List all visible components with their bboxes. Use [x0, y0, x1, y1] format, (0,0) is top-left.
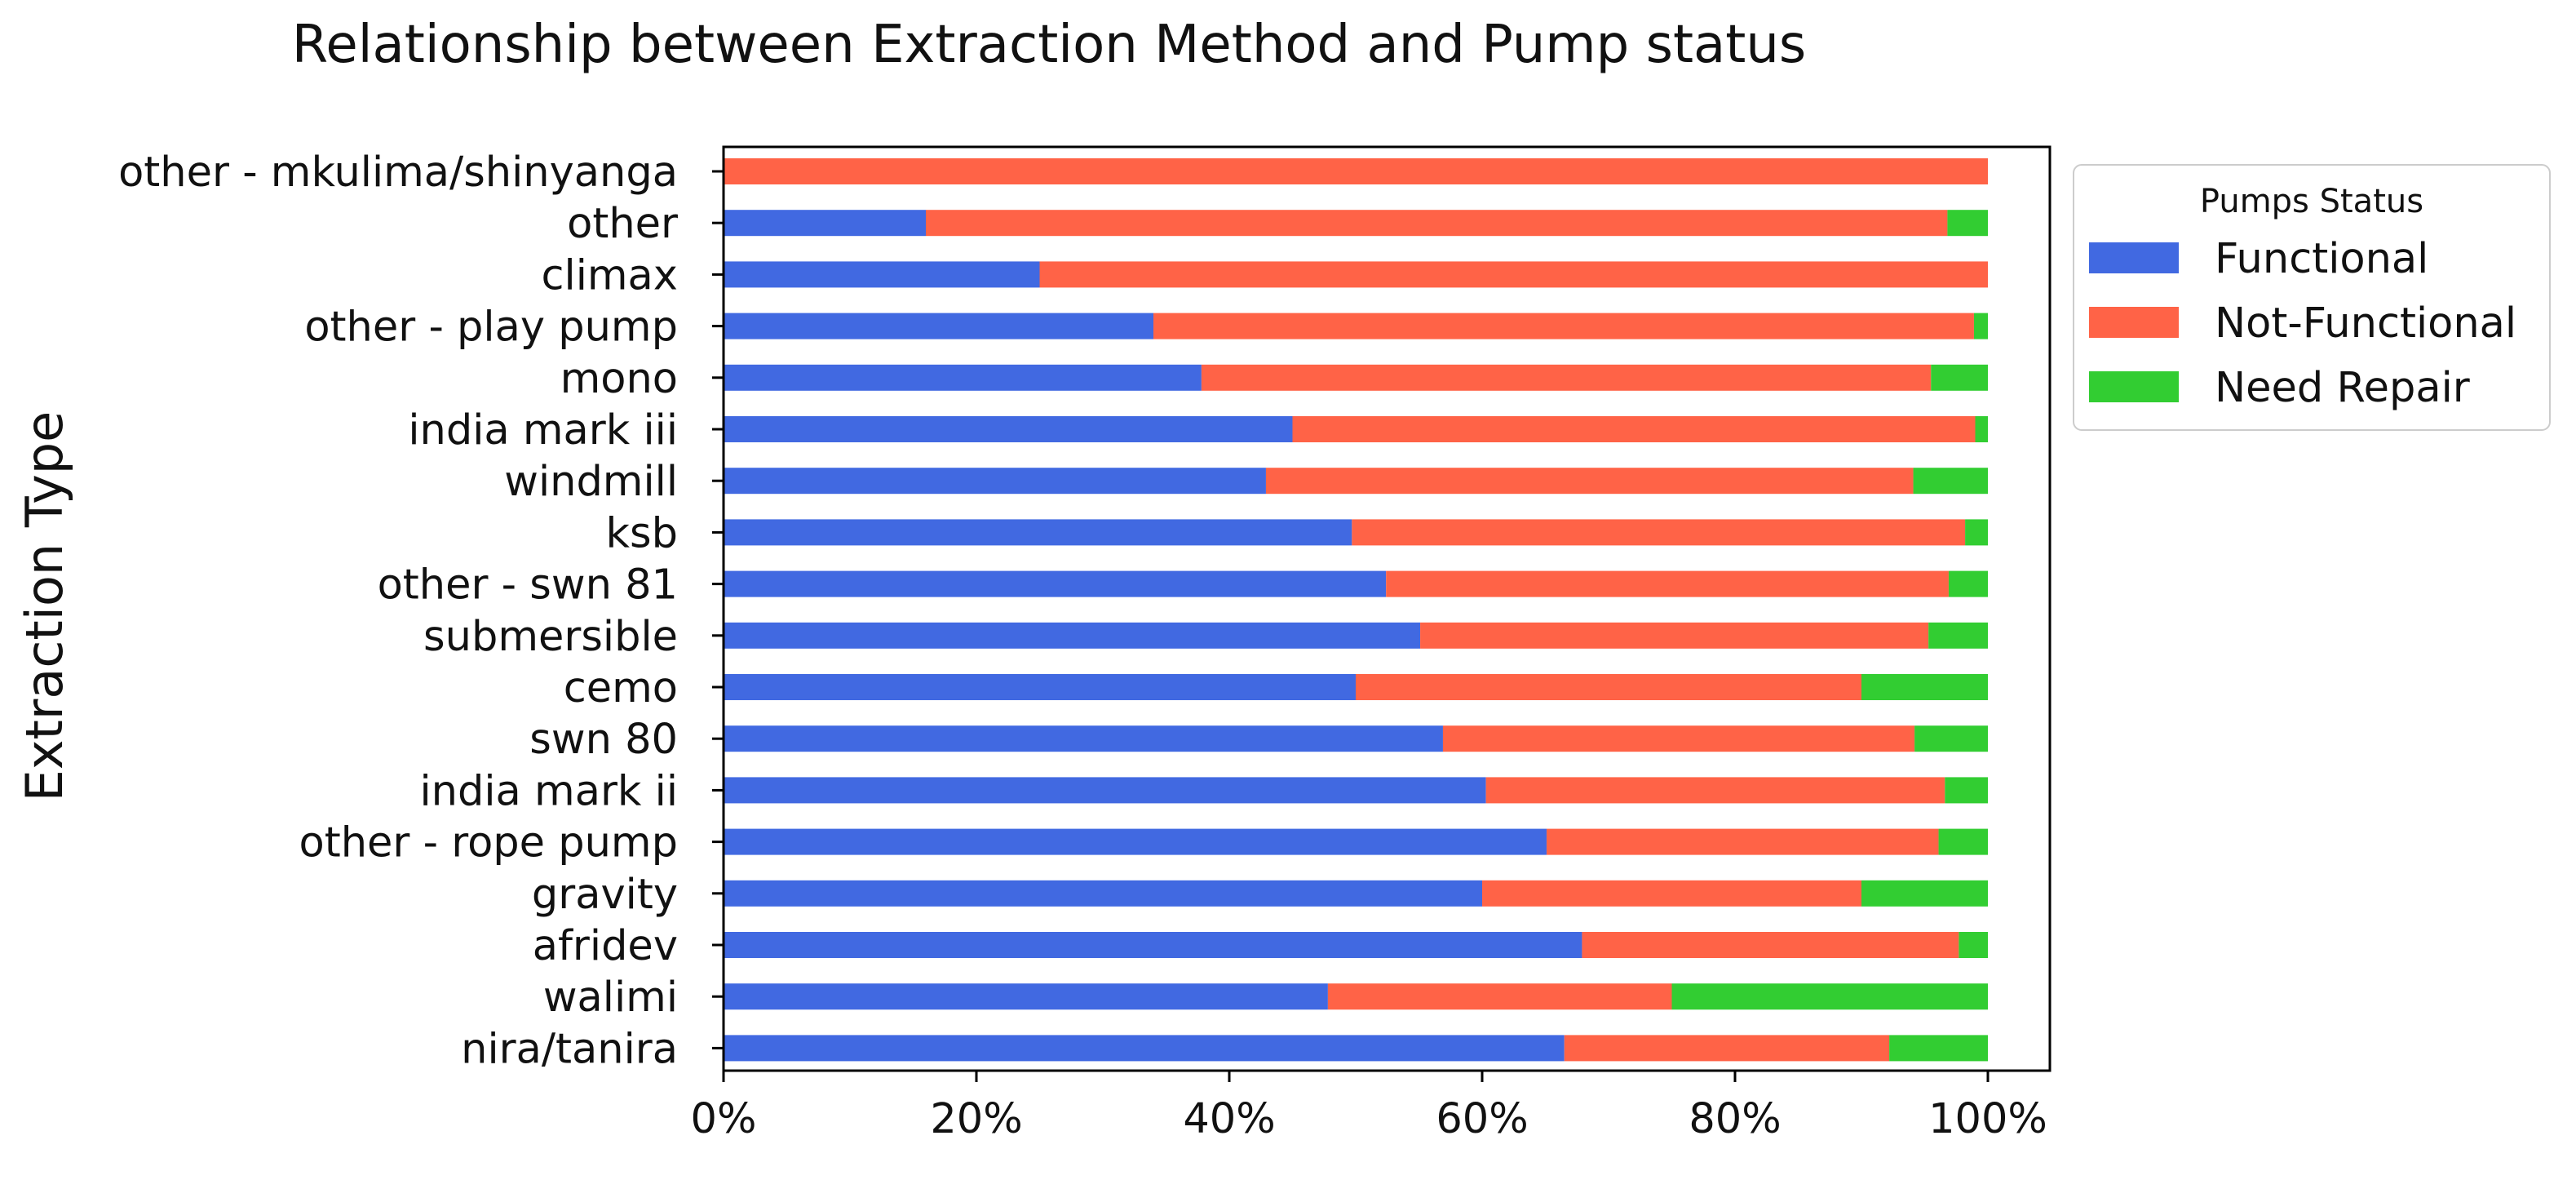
bar-functional [724, 313, 1153, 339]
bar-need-repair [1931, 364, 1988, 391]
bar-functional [724, 983, 1328, 1010]
category-label: afridev [533, 922, 678, 970]
legend-title: Pumps Status [2200, 183, 2423, 220]
bar-functional [724, 468, 1266, 495]
bar-not-functional [1201, 364, 1932, 391]
bar-need-repair [1861, 674, 1988, 700]
bar-need-repair [1889, 1035, 1988, 1062]
bar-functional [724, 828, 1547, 855]
category-label: mono [560, 355, 678, 403]
bar-need-repair [1973, 313, 1988, 339]
bar-need-repair [1959, 932, 1988, 958]
bar-not-functional [1482, 880, 1861, 907]
category-label: other - mkulima/shinyanga [118, 149, 678, 197]
legend: Pumps Status Functional Not-Functional Need… [2073, 164, 2551, 431]
x-tick-label: 60% [1436, 1095, 1528, 1143]
bar-functional [724, 622, 1421, 649]
category-label: climax [542, 251, 679, 299]
category-label: other - swn 81 [378, 561, 678, 610]
category-label: walimi [543, 974, 678, 1022]
bar-need-repair [1975, 416, 1988, 442]
bar-need-repair [1965, 519, 1988, 546]
legend-label: Need Repair [2215, 364, 2470, 412]
category-label: gravity [532, 871, 678, 919]
legend-swatch [2089, 242, 2179, 273]
bar-need-repair [1671, 983, 1988, 1010]
bar-need-repair [1938, 828, 1988, 855]
bar-functional [724, 725, 1443, 752]
category-label: submersible [423, 613, 678, 661]
category-label: other - play pump [304, 304, 678, 352]
bar-not-functional [1485, 777, 1945, 804]
x-tick-label: 80% [1689, 1095, 1781, 1143]
bar-not-functional [1327, 983, 1672, 1010]
category-label: other [567, 200, 678, 248]
legend-box [2073, 164, 2551, 431]
bar-not-functional [1442, 725, 1915, 752]
category-label: india mark iii [408, 406, 678, 455]
x-tick-label: 100% [1928, 1095, 2047, 1143]
bar-not-functional [1153, 313, 1974, 339]
legend-swatch [2089, 371, 2179, 402]
bar-functional [724, 1035, 1565, 1062]
bar-functional [724, 674, 1356, 700]
bar-functional [724, 570, 1387, 597]
bar-need-repair [1947, 210, 1988, 237]
bar-not-functional [1582, 932, 1959, 958]
x-tick-label: 20% [930, 1095, 1022, 1143]
legend-swatch [2089, 307, 2179, 338]
bar-not-functional [724, 158, 1988, 184]
bar-need-repair [1948, 570, 1988, 597]
category-label: swn 80 [529, 716, 678, 764]
y-axis-label: Extraction Type [15, 411, 74, 802]
chart-title: Relationship between Extraction Method a… [292, 15, 1807, 75]
bar-functional [724, 210, 926, 237]
bar-functional [724, 932, 1582, 958]
bar-not-functional [1564, 1035, 1890, 1062]
bar-functional [724, 880, 1482, 907]
x-tick-label: 0% [691, 1095, 757, 1143]
category-label: ksb [606, 509, 678, 557]
bar-functional [724, 519, 1352, 546]
legend-label: Not-Functional [2215, 299, 2516, 348]
bar-not-functional [1420, 622, 1929, 649]
bar-functional [724, 364, 1202, 391]
category-label: nira/tanira [461, 1025, 678, 1073]
plot-frame [722, 145, 2052, 1072]
bar-need-repair [1928, 622, 1988, 649]
category-label: other - rope pump [299, 819, 678, 867]
bar-not-functional [1265, 468, 1914, 495]
bar-need-repair [1861, 880, 1988, 907]
bar-need-repair [1913, 468, 1988, 495]
x-axis: 0% 20% 40% 60% 80% 100% [691, 1071, 2047, 1143]
bar-not-functional [926, 210, 1948, 237]
bar-functional [724, 777, 1486, 804]
bar-need-repair [1945, 777, 1988, 804]
bar-not-functional [1356, 674, 1861, 700]
category-label: india mark ii [420, 767, 678, 815]
bars-group [724, 158, 1988, 1062]
bar-not-functional [1547, 828, 1939, 855]
bar-not-functional [1292, 416, 1976, 442]
legend-label: Functional [2215, 235, 2428, 283]
bar-not-functional [1352, 519, 1966, 546]
category-label: cemo [564, 664, 678, 712]
bar-need-repair [1914, 725, 1988, 752]
bar-not-functional [1039, 261, 1988, 288]
bar-functional [724, 261, 1040, 288]
bar-functional [724, 416, 1293, 442]
x-tick-label: 40% [1183, 1095, 1275, 1143]
category-label: windmill [504, 458, 678, 506]
bar-not-functional [1386, 570, 1949, 597]
